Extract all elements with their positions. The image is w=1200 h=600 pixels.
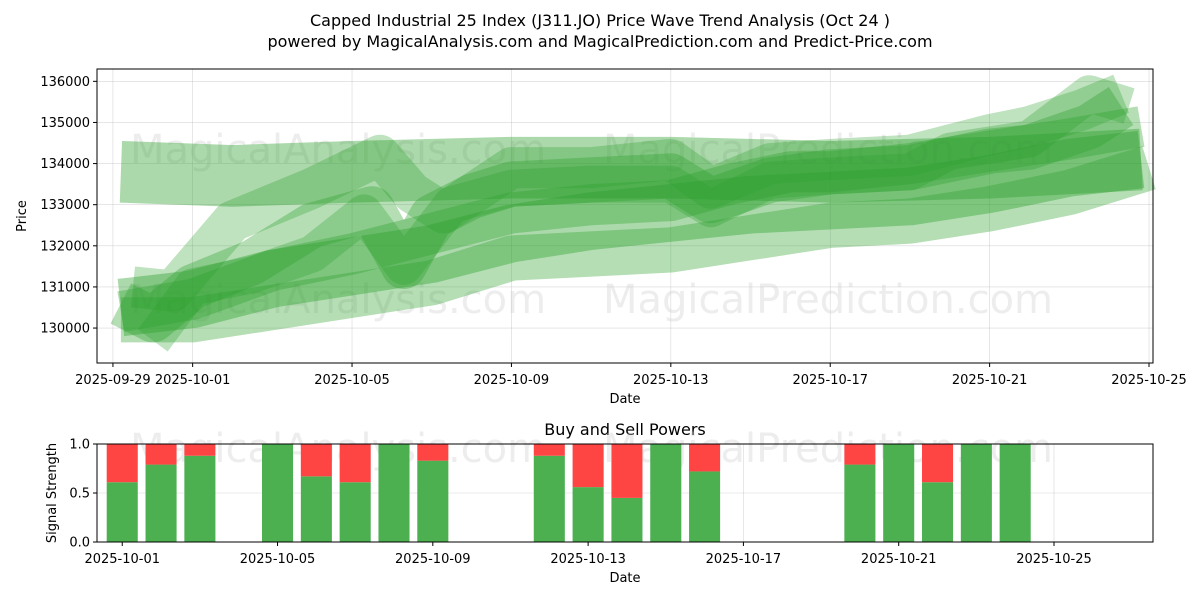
sell-power-bar [689,444,721,472]
wave-band-wave-5 [117,106,1145,332]
chart-title: Capped Industrial 25 Index (J311.JO) Pri… [310,11,890,30]
power-bars [106,444,1031,542]
x-tick-label: 2025-10-13 [633,373,709,388]
x-tick-label: 2025-10-17 [792,373,868,388]
x-tick-label: 2025-10-09 [395,552,471,567]
buy-power-bar [417,460,449,542]
buy-power-bar [262,444,294,542]
x-tick-label: 2025-10-25 [1111,373,1187,388]
buy-power-bar [378,444,410,542]
power-y-axis-label: Signal Strength [45,443,60,543]
x-tick-label: 2025-10-01 [84,552,160,567]
x-tick-label: 2025-10-05 [314,373,390,388]
main-y-ticks: 130000 131000 132000 133000 134000 135000 1360… [40,75,97,337]
buy-power-bar [533,455,565,542]
wave-band-wave-3 [130,74,1129,312]
main-x-ticks: 2025-09-29 2025-10-01 2025-10-05 2025-10-09… [75,363,1187,388]
x-tick-label: 2025-10-21 [952,373,1028,388]
sell-power-bar [184,444,216,456]
y-tick-label: 133000 [40,198,90,213]
buy-power-bar [339,482,371,542]
buy-power-bar [922,482,954,542]
watermark: MagicalPrediction.com [603,277,1053,323]
wave-band-wave-2 [110,87,1134,343]
buy-power-bar [960,444,992,542]
y-tick-label: 1.0 [69,438,90,453]
buy-power-bar [689,471,721,542]
y-tick-label: 131000 [40,280,90,295]
sell-power-bar [300,444,332,477]
price-chart: MagicalAnalysis.com MagicalPrediction.co… [15,68,1187,407]
buy-power-bar [611,497,643,542]
main-plot-frame [96,68,1154,364]
y-tick-label: 135000 [40,116,90,131]
sell-power-bar [922,444,954,483]
watermark: MagicalPrediction.com [603,127,1053,173]
y-tick-label: 134000 [40,157,90,172]
x-tick-label: 2025-09-29 [75,373,151,388]
buy-power-bar [572,487,604,542]
sell-power-bar [417,444,449,461]
buy-power-bar [999,444,1031,542]
power-chart: Buy and Sell Powers MagicalAnalysis.com … [45,420,1154,586]
power-x-ticks: 2025-10-01 2025-10-05 2025-10-09 2025-10-13… [84,542,1092,567]
buy-power-bar [844,464,876,542]
wave-band-wave-4 [137,75,1135,352]
x-tick-label: 2025-10-09 [474,373,550,388]
watermark: MagicalAnalysis.com [130,127,546,173]
x-tick-label: 2025-10-25 [1016,552,1092,567]
wave-bands [110,74,1156,352]
sell-power-bar [611,444,643,498]
buy-power-bar [650,444,682,542]
main-y-axis-label: Price [15,200,30,232]
x-tick-label: 2025-10-01 [155,373,231,388]
x-tick-label: 2025-10-13 [550,552,626,567]
power-x-axis-label: Date [609,571,640,586]
sell-power-bar [533,444,565,456]
x-tick-label: 2025-10-17 [706,552,782,567]
wave-band-wave-7 [120,146,1156,343]
power-y-ticks: 0.0 0.5 1.0 [69,438,97,551]
y-tick-label: 0.5 [69,487,90,502]
power-chart-title: Buy and Sell Powers [544,420,706,439]
buy-power-bar [184,455,216,542]
y-tick-label: 136000 [40,75,90,90]
buy-power-bar [300,476,332,542]
main-watermarks: MagicalAnalysis.com MagicalPrediction.co… [130,127,1053,323]
chart-subtitle: powered by MagicalAnalysis.com and Magic… [267,32,932,51]
y-tick-label: 130000 [40,322,90,337]
sell-power-bar [572,444,604,488]
x-tick-label: 2025-10-21 [861,552,937,567]
sell-power-bar [145,444,177,465]
wave-band-wave-6 [117,130,1145,337]
sell-power-bar [339,444,371,483]
y-tick-label: 132000 [40,239,90,254]
wave-band-wave-1 [119,128,1143,207]
buy-power-bar [145,464,177,542]
main-grid [97,69,1153,363]
watermark: MagicalAnalysis.com [130,277,546,323]
x-tick-label: 2025-10-05 [240,552,316,567]
buy-power-bar [106,482,138,542]
sell-power-bar [106,444,138,483]
sell-power-bar [844,444,876,465]
buy-power-bar [883,444,915,542]
y-tick-label: 0.0 [69,536,90,551]
main-x-axis-label: Date [609,392,640,407]
